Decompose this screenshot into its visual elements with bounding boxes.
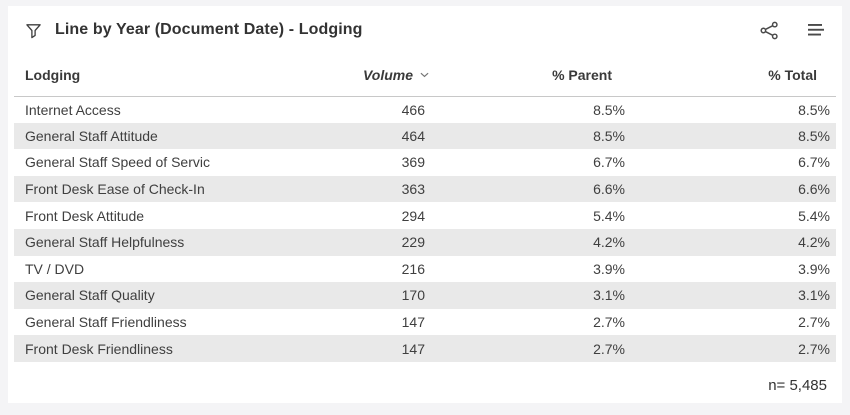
cell-lodging[interactable]: Front Desk Attitude bbox=[25, 207, 145, 224]
data-table: Lodging Volume % Parent % Total bbox=[14, 54, 836, 362]
cell-volume[interactable]: 466 bbox=[401, 101, 425, 118]
cell-volume[interactable]: 294 bbox=[401, 207, 425, 224]
table-widget-card: Line by Year (Document Date) - Lodging bbox=[8, 6, 842, 403]
cell-volume[interactable]: 229 bbox=[401, 234, 425, 251]
widget-actions bbox=[759, 20, 825, 41]
cell-parent[interactable]: 8.5% bbox=[593, 101, 625, 118]
column-header-volume-label: Volume bbox=[362, 66, 413, 83]
cell-parent[interactable]: 6.6% bbox=[593, 181, 625, 198]
cell-total[interactable]: 4.2% bbox=[798, 234, 830, 251]
table-row[interactable]: Front Desk Attitude 294 5.4% 5.4% bbox=[14, 202, 836, 229]
filter-button[interactable] bbox=[25, 22, 42, 39]
share-icon bbox=[759, 20, 780, 41]
cell-volume[interactable]: 147 bbox=[401, 340, 425, 357]
table-container: Lodging Volume % Parent % Total bbox=[8, 54, 842, 362]
cell-lodging[interactable]: General Staff Quality bbox=[25, 287, 155, 304]
cell-volume[interactable]: 170 bbox=[401, 287, 425, 304]
cell-parent[interactable]: 3.9% bbox=[593, 260, 625, 277]
table-row[interactable]: General Staff Friendliness 147 2.7% 2.7% bbox=[14, 309, 836, 336]
column-header-lodging[interactable]: Lodging bbox=[14, 54, 266, 97]
cell-lodging[interactable]: Internet Access bbox=[25, 101, 121, 118]
cell-total[interactable]: 5.4% bbox=[798, 207, 830, 224]
cell-volume[interactable]: 464 bbox=[401, 127, 425, 144]
cell-total[interactable]: 3.1% bbox=[798, 287, 830, 304]
cell-total[interactable]: 6.6% bbox=[798, 181, 830, 198]
widget-title: Line by Year (Document Date) - Lodging bbox=[55, 21, 363, 38]
cell-parent[interactable]: 4.2% bbox=[593, 234, 625, 251]
table-row[interactable]: Front Desk Ease of Check-In 363 6.6% 6.6% bbox=[14, 175, 836, 203]
table-row[interactable]: Front Desk Friendliness 147 2.7% 2.7% bbox=[14, 335, 836, 362]
table-row[interactable]: General Staff Quality 170 3.1% 3.1% bbox=[14, 282, 836, 309]
column-header-percent-parent[interactable]: % Parent bbox=[431, 54, 631, 97]
cell-volume[interactable]: 216 bbox=[401, 260, 425, 277]
cell-total[interactable]: 8.5% bbox=[798, 127, 830, 144]
cell-volume[interactable]: 363 bbox=[401, 181, 425, 198]
cell-lodging[interactable]: General Staff Friendliness bbox=[25, 314, 187, 331]
table-row[interactable]: General Staff Attitude 464 8.5% 8.5% bbox=[14, 122, 836, 150]
table-body: Internet Access 466 8.5% 8.5% General Staff … bbox=[14, 96, 836, 362]
sort-descending-chevron-icon bbox=[420, 72, 429, 78]
cell-parent[interactable]: 8.5% bbox=[593, 127, 625, 144]
cell-parent[interactable]: 2.7% bbox=[593, 340, 625, 357]
cell-parent[interactable]: 6.7% bbox=[593, 154, 625, 171]
cell-total[interactable]: 2.7% bbox=[798, 340, 830, 357]
widget-titlebar: Line by Year (Document Date) - Lodging bbox=[8, 6, 842, 54]
cell-lodging[interactable]: TV / DVD bbox=[25, 260, 85, 277]
sample-size-note: n= 5,485 bbox=[768, 376, 827, 394]
header-row: Lodging Volume % Parent % Total bbox=[14, 54, 836, 97]
cell-total[interactable]: 2.7% bbox=[798, 314, 830, 331]
cell-parent[interactable]: 5.4% bbox=[593, 207, 625, 224]
cell-lodging[interactable]: General Staff Helpfulness bbox=[25, 234, 185, 251]
column-header-volume[interactable]: Volume bbox=[266, 54, 431, 97]
table-row[interactable]: General Staff Speed of Servic 369 6.7% 6.7% bbox=[14, 149, 836, 176]
cell-total[interactable]: 6.7% bbox=[798, 154, 830, 171]
cell-total[interactable]: 8.5% bbox=[798, 101, 830, 118]
cell-parent[interactable]: 3.1% bbox=[593, 287, 625, 304]
cell-volume[interactable]: 369 bbox=[401, 154, 425, 171]
share-button[interactable] bbox=[759, 20, 780, 41]
table-row[interactable]: TV / DVD 216 3.9% 3.9% bbox=[14, 256, 836, 283]
cell-lodging[interactable]: General Staff Speed of Servic bbox=[25, 154, 210, 171]
column-header-percent-total[interactable]: % Total bbox=[631, 54, 836, 97]
cell-lodging[interactable]: Front Desk Friendliness bbox=[25, 340, 173, 357]
cell-parent[interactable]: 2.7% bbox=[593, 314, 625, 331]
table-row[interactable]: General Staff Helpfulness 229 4.2% 4.2% bbox=[14, 228, 836, 256]
cell-lodging[interactable]: General Staff Attitude bbox=[25, 127, 158, 144]
funnel-filter-icon bbox=[25, 22, 42, 39]
menu-button[interactable] bbox=[807, 23, 825, 37]
cell-total[interactable]: 3.9% bbox=[798, 260, 830, 277]
table-row[interactable]: Internet Access 466 8.5% 8.5% bbox=[14, 96, 836, 123]
hamburger-menu-icon bbox=[807, 23, 825, 37]
cell-lodging[interactable]: Front Desk Ease of Check-In bbox=[25, 181, 205, 198]
cell-volume[interactable]: 147 bbox=[401, 314, 425, 331]
